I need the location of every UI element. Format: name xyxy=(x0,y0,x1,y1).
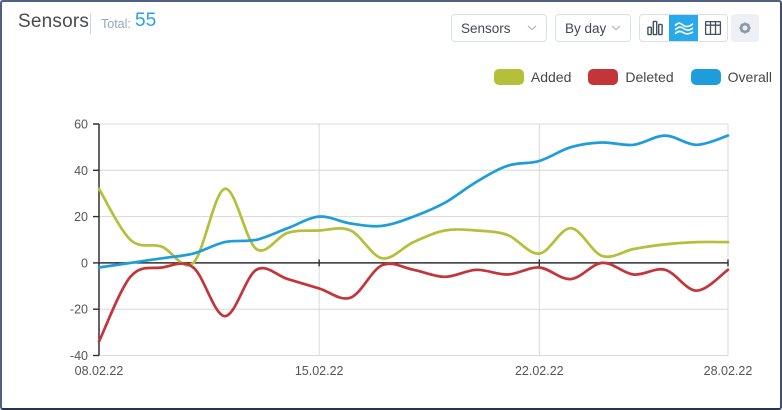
bar-chart-icon xyxy=(646,20,663,36)
line-chart-icon xyxy=(674,22,693,35)
page-title: Sensors xyxy=(18,11,90,32)
series-deleted xyxy=(97,261,730,343)
period-select-value: By day xyxy=(565,20,607,36)
x-tick-label: 08.02.22 xyxy=(75,364,124,378)
legend-item-overall[interactable]: Overall xyxy=(690,69,772,85)
y-tick-label: -20 xyxy=(70,303,88,317)
legend-swatch-overall xyxy=(690,69,721,85)
legend-swatch-deleted xyxy=(588,69,619,85)
series-added xyxy=(97,187,730,267)
y-tick-label: 60 xyxy=(74,118,88,132)
chart-legend: Added Deleted Overall xyxy=(493,69,772,85)
total-value: 55 xyxy=(135,10,157,31)
y-tick-label: 0 xyxy=(81,256,88,270)
y-tick-label: 20 xyxy=(74,210,88,224)
chevron-down-icon xyxy=(527,25,537,31)
settings-button[interactable] xyxy=(731,14,759,42)
total-label: Total: xyxy=(101,17,131,31)
chart-type-bar-button[interactable] xyxy=(640,15,669,41)
legend-swatch-added xyxy=(493,69,524,85)
entity-select-value: Sensors xyxy=(461,20,511,36)
y-tick-label: -40 xyxy=(70,349,88,363)
chart-type-table-button[interactable] xyxy=(698,15,727,41)
period-select[interactable]: By day xyxy=(555,14,631,42)
gear-icon xyxy=(739,22,751,34)
chart-type-switcher xyxy=(639,14,728,42)
table-icon xyxy=(704,20,721,36)
chart-type-line-button[interactable] xyxy=(669,15,698,41)
x-tick-label: 28.02.22 xyxy=(704,364,753,378)
series-overall xyxy=(97,134,730,269)
legend-label: Overall xyxy=(727,69,772,85)
legend-item-added[interactable]: Added xyxy=(493,69,572,85)
y-tick-label: 40 xyxy=(74,164,88,178)
title-divider xyxy=(90,13,91,34)
x-tick-label: 22.02.22 xyxy=(515,364,564,378)
legend-label: Added xyxy=(530,69,572,85)
legend-label: Deleted xyxy=(625,69,674,85)
x-tick-label: 15.02.22 xyxy=(295,364,344,378)
chevron-down-icon xyxy=(611,25,621,31)
legend-item-deleted[interactable]: Deleted xyxy=(588,69,674,85)
entity-select[interactable]: Sensors xyxy=(451,14,547,42)
